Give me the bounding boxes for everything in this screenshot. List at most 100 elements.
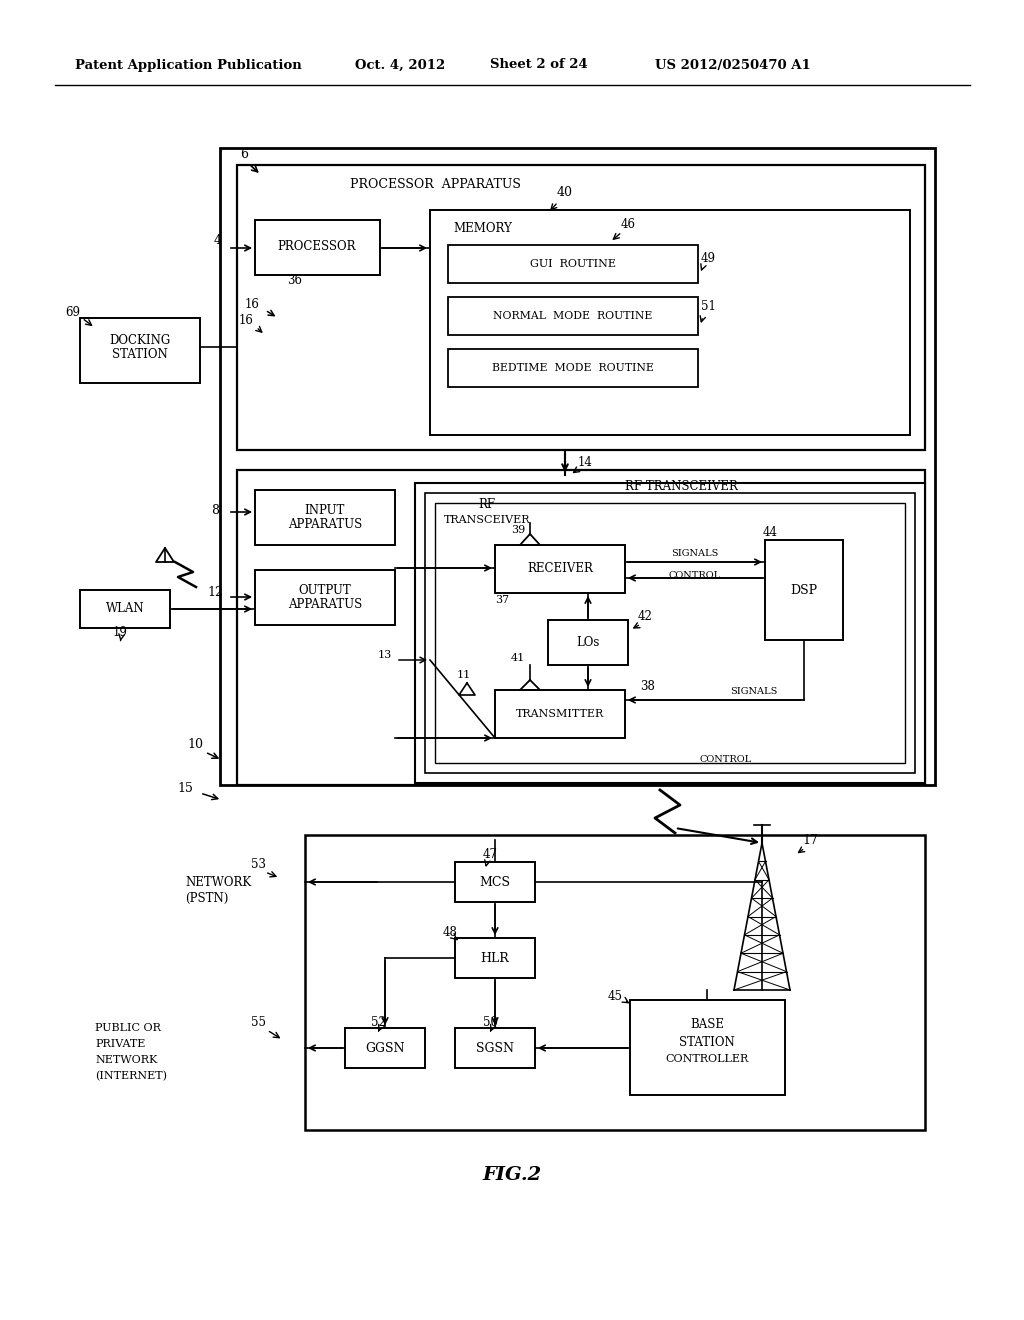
Bar [455, 939, 535, 978]
Text: BASE: BASE [690, 1019, 724, 1031]
Text: 8: 8 [211, 503, 219, 516]
Text: DSP: DSP [791, 583, 817, 597]
Text: (PSTN): (PSTN) [185, 891, 228, 904]
Text: 37: 37 [495, 595, 509, 605]
Text: STATION: STATION [679, 1035, 735, 1048]
Text: PROCESSOR  APPARATUS: PROCESSOR APPARATUS [350, 178, 521, 191]
Text: INPUT: INPUT [305, 503, 345, 516]
Text: 6: 6 [240, 149, 248, 161]
Text: GGSN: GGSN [366, 1041, 404, 1055]
Text: HLR: HLR [480, 952, 509, 965]
Text: 38: 38 [641, 680, 655, 693]
Text: 46: 46 [621, 219, 636, 231]
Bar [255, 570, 395, 624]
Text: 50: 50 [482, 1016, 498, 1030]
Text: 15: 15 [177, 781, 193, 795]
Bar [435, 503, 905, 763]
Bar [455, 862, 535, 902]
Text: PROCESSOR: PROCESSOR [278, 240, 356, 253]
Text: 39: 39 [511, 525, 525, 535]
Text: 4: 4 [214, 234, 222, 247]
Text: CONTROL: CONTROL [700, 755, 753, 764]
Text: Oct. 4, 2012: Oct. 4, 2012 [355, 58, 445, 71]
Text: NETWORK: NETWORK [95, 1055, 158, 1065]
Bar [765, 540, 843, 640]
Bar [495, 545, 625, 593]
Text: CONTROLLER: CONTROLLER [666, 1053, 749, 1064]
Text: 52: 52 [371, 1016, 385, 1030]
Text: (INTERNET): (INTERNET) [95, 1071, 167, 1081]
Text: 49: 49 [700, 252, 716, 264]
Bar [80, 590, 170, 628]
Bar [630, 1001, 785, 1096]
Text: 69: 69 [66, 305, 81, 318]
Text: LOs: LOs [577, 635, 600, 648]
Text: 53: 53 [251, 858, 265, 871]
Text: 12: 12 [207, 586, 223, 599]
Text: TRANSCEIVER: TRANSCEIVER [443, 515, 530, 525]
Text: NORMAL  MODE  ROUTINE: NORMAL MODE ROUTINE [494, 312, 652, 321]
Text: OUTPUT: OUTPUT [299, 583, 351, 597]
Text: 36: 36 [288, 273, 302, 286]
Bar [80, 318, 200, 383]
Text: TRANSMITTER: TRANSMITTER [516, 709, 604, 719]
Text: US 2012/0250470 A1: US 2012/0250470 A1 [655, 58, 811, 71]
Text: RF TRANSCEIVER: RF TRANSCEIVER [625, 479, 738, 492]
Text: PRIVATE: PRIVATE [95, 1039, 145, 1049]
Text: 16: 16 [239, 314, 253, 326]
Bar [495, 690, 625, 738]
Text: 47: 47 [482, 849, 498, 862]
Text: 44: 44 [763, 527, 777, 540]
Bar [430, 210, 910, 436]
Bar [455, 1028, 535, 1068]
Bar [237, 165, 925, 450]
Text: WLAN: WLAN [105, 602, 144, 615]
Text: STATION: STATION [112, 348, 168, 362]
Text: NETWORK: NETWORK [185, 875, 251, 888]
Text: 14: 14 [578, 455, 593, 469]
Text: 55: 55 [251, 1015, 265, 1028]
Text: 17: 17 [802, 833, 818, 846]
Text: SIGNALS: SIGNALS [672, 549, 719, 558]
Text: APPARATUS: APPARATUS [288, 519, 362, 532]
Text: RF: RF [478, 499, 496, 511]
Text: MEMORY: MEMORY [453, 222, 512, 235]
Text: 45: 45 [607, 990, 623, 1003]
Bar [548, 620, 628, 665]
Text: Patent Application Publication: Patent Application Publication [75, 58, 302, 71]
Text: Sheet 2 of 24: Sheet 2 of 24 [490, 58, 588, 71]
Bar [255, 220, 380, 275]
Text: SGSN: SGSN [476, 1041, 514, 1055]
Bar [237, 470, 925, 785]
Text: RECEIVER: RECEIVER [527, 562, 593, 576]
Text: 41: 41 [511, 653, 525, 663]
Bar [255, 490, 395, 545]
Text: MCS: MCS [479, 875, 511, 888]
Text: SIGNALS: SIGNALS [730, 688, 777, 697]
Bar [220, 148, 935, 785]
Text: BEDTIME  MODE  ROUTINE: BEDTIME MODE ROUTINE [493, 363, 654, 374]
Text: 40: 40 [557, 186, 573, 199]
Text: CONTROL: CONTROL [669, 570, 721, 579]
Text: GUI  ROUTINE: GUI ROUTINE [530, 259, 616, 269]
Text: 10: 10 [187, 738, 203, 751]
Text: APPARATUS: APPARATUS [288, 598, 362, 611]
Text: 48: 48 [442, 927, 458, 940]
Text: 11: 11 [457, 671, 471, 680]
Text: 16: 16 [245, 298, 259, 312]
Text: DOCKING: DOCKING [110, 334, 171, 346]
Text: 19: 19 [113, 626, 127, 639]
Text: 13: 13 [378, 649, 392, 660]
Bar [425, 492, 915, 774]
Bar [305, 836, 925, 1130]
Text: PUBLIC OR: PUBLIC OR [95, 1023, 161, 1034]
Text: 42: 42 [638, 610, 652, 623]
Text: 51: 51 [700, 300, 716, 313]
Bar [449, 348, 698, 387]
Bar [449, 246, 698, 282]
Bar [415, 483, 925, 783]
Bar [449, 297, 698, 335]
Bar [345, 1028, 425, 1068]
Text: FIG.2: FIG.2 [482, 1166, 542, 1184]
Bar [415, 483, 560, 548]
